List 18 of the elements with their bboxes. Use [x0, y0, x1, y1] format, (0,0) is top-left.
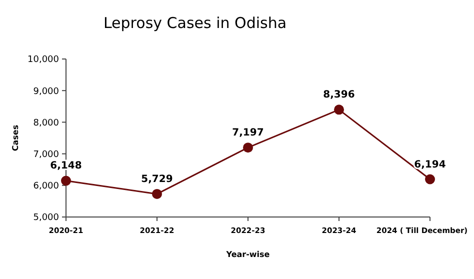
point [243, 142, 253, 153]
text: 7,197 [232, 128, 264, 139]
y-tick-label: 8,000 [33, 118, 60, 128]
text: 8,396 [323, 90, 355, 101]
y-tick-label: 5,000 [33, 213, 60, 224]
point [425, 174, 435, 184]
y-tick-label: 6,000 [33, 182, 60, 192]
x-axis-title: Year-wise [225, 250, 270, 259]
y-axis-title: Cases [11, 124, 20, 152]
y-tick-label: 7,000 [33, 150, 60, 160]
text: 6,194 [414, 159, 446, 170]
y-tick-label: 9,000 [33, 86, 60, 97]
text: 5,729 [141, 174, 173, 185]
chart-title: Leprosy Cases in Odisha [103, 14, 287, 32]
point [61, 176, 71, 186]
point [334, 104, 344, 115]
point [152, 188, 162, 199]
y-tick-label: 10,000 [28, 55, 60, 66]
